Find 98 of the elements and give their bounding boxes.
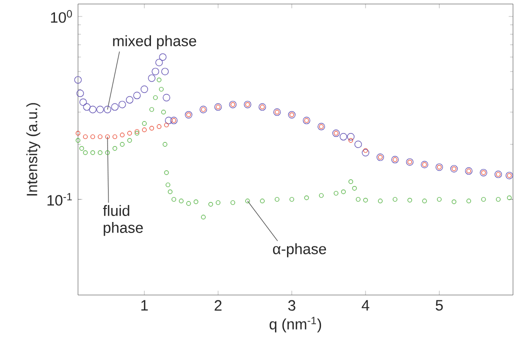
text: α-phase — [273, 243, 326, 258]
point — [340, 133, 348, 140]
point — [112, 134, 118, 140]
point — [120, 142, 125, 147]
point — [194, 199, 198, 204]
point — [466, 198, 472, 204]
point — [392, 197, 398, 202]
point — [83, 103, 91, 111]
point — [230, 200, 236, 205]
point — [142, 121, 147, 126]
point — [127, 138, 132, 143]
point — [153, 95, 158, 100]
point — [186, 201, 191, 206]
point — [319, 193, 324, 198]
point — [162, 142, 168, 147]
point — [79, 146, 84, 151]
point — [105, 134, 110, 140]
point — [112, 146, 118, 151]
point — [161, 110, 166, 114]
point — [111, 103, 119, 111]
point — [362, 148, 370, 156]
point — [166, 182, 170, 188]
point — [90, 134, 96, 140]
point — [352, 186, 357, 191]
point — [90, 150, 96, 155]
point — [356, 197, 360, 202]
point — [159, 86, 164, 92]
x-tick-label: 4 — [362, 300, 370, 310]
point — [83, 134, 88, 140]
point — [348, 138, 354, 143]
y-tick-label: 10$^{0}$ — [51, 10, 72, 23]
y-tick-label: 10$^{-1}$ — [48, 193, 72, 206]
point — [348, 179, 354, 184]
point — [89, 106, 96, 114]
point — [290, 197, 294, 202]
point — [118, 100, 126, 108]
point — [83, 150, 88, 155]
point — [162, 94, 170, 102]
point — [436, 197, 442, 202]
point — [159, 53, 166, 61]
x-tick-label: 1 — [141, 300, 148, 310]
point — [142, 128, 147, 132]
point — [79, 98, 87, 106]
point — [156, 124, 162, 129]
point — [354, 140, 362, 148]
point — [161, 68, 169, 76]
point — [378, 198, 383, 204]
point — [172, 197, 176, 202]
point — [168, 189, 172, 194]
point — [96, 106, 104, 114]
series-label: mixed phase — [113, 35, 196, 50]
point — [105, 150, 110, 155]
point — [363, 198, 368, 202]
point — [422, 198, 427, 204]
point — [140, 86, 148, 93]
x-tick-label: 5 — [436, 300, 443, 311]
point — [133, 92, 141, 100]
point — [507, 195, 512, 200]
point — [201, 214, 206, 220]
point — [496, 197, 501, 202]
point — [98, 134, 102, 140]
y-axis-title: Intensity (a.u.) — [26, 103, 40, 196]
point — [164, 170, 169, 175]
point — [164, 122, 169, 128]
point — [149, 107, 154, 112]
point — [260, 198, 265, 204]
point — [334, 190, 338, 196]
point — [178, 198, 184, 204]
point — [452, 199, 456, 204]
point — [74, 76, 82, 84]
point — [208, 202, 214, 207]
x-tick-label: 2 — [214, 300, 222, 311]
point — [155, 58, 163, 66]
point — [152, 68, 160, 76]
point — [76, 90, 84, 98]
point — [216, 200, 220, 205]
point — [127, 130, 132, 136]
point — [76, 138, 80, 143]
point — [274, 197, 280, 202]
point — [245, 198, 250, 204]
x-axis-title: q (nm$^{-1}$) — [270, 316, 322, 332]
point — [156, 78, 162, 82]
point — [104, 106, 112, 114]
point — [164, 116, 172, 124]
point — [407, 198, 412, 202]
x-tick-label: 3 — [288, 300, 296, 311]
point — [148, 74, 156, 82]
point — [363, 148, 368, 153]
point — [120, 132, 125, 138]
text: fluid phase — [103, 205, 143, 236]
point — [304, 195, 309, 200]
point — [347, 133, 354, 140]
point — [341, 189, 346, 194]
point — [126, 96, 134, 104]
point — [98, 150, 102, 155]
point — [481, 197, 486, 202]
point — [76, 130, 80, 136]
point — [149, 126, 154, 130]
